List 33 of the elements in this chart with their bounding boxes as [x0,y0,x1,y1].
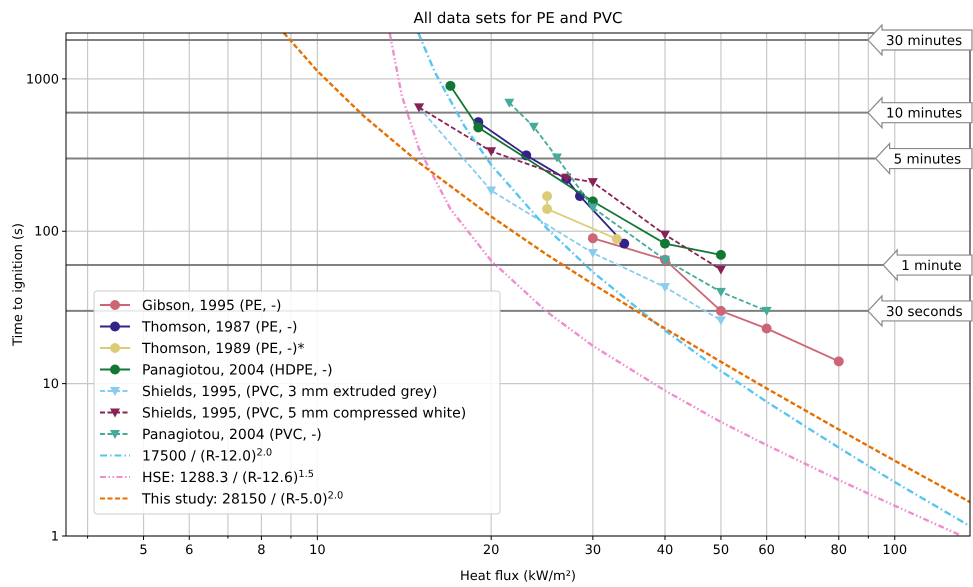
legend-label: HSE: 1288.3 / (R-12.6)$^{1.5}$ [142,468,314,486]
x-tick-label: 6 [185,543,194,558]
y-tick-label: 10 [42,377,59,392]
ref-line-label: 5 minutes [894,152,962,168]
x-tick-label: 20 [482,543,500,558]
x-tick-label: 8 [257,543,266,558]
x-tick-label: 30 [584,543,602,558]
legend-label: Panagiotou, 2004 (HDPE, -) [142,362,333,378]
ref-line-label: 30 seconds [886,304,963,320]
x-tick-label: 5 [139,543,148,558]
legend-label: Thomson, 1989 (PE, -)* [141,341,305,357]
ref-line-label: 30 minutes [886,32,962,49]
x-tick-label: 80 [830,543,848,558]
y-tick-label: 1000 [26,72,59,88]
y-tick-label: 100 [34,224,59,240]
x-axis-title: Heat flux (kW/m²) [460,569,576,584]
legend-label: This study: 28150 / (R-5.0)$^{2.0}$ [141,490,344,508]
legend-label: Shields, 1995, (PVC, 5 mm compressed white) [142,406,466,422]
legend-label: Panagiotou, 2004 (PVC, -) [142,427,322,443]
ref-line-label: 1 minute [901,258,962,274]
legend-label: 17500 / (R-12.0)$^{2.0}$ [142,447,272,464]
x-tick-label: 40 [656,543,674,558]
legend-label: Thomson, 1987 (PE, -) [141,320,298,336]
ref-line-label: 10 minutes [886,106,962,122]
x-tick-label: 10 [309,543,326,558]
y-tick-label: 1 [50,530,59,544]
chart-title: All data sets for PE and PVC [414,9,622,27]
legend-label: Gibson, 1995 (PE, -) [142,298,282,314]
legend-label: Shields, 1995, (PVC, 3 mm extruded grey) [142,384,438,400]
x-tick-label: 60 [758,543,775,558]
x-tick-label: 50 [712,543,730,558]
x-tick-label: 100 [882,543,908,558]
y-axis-title: Time to ignition (s) [11,223,26,347]
